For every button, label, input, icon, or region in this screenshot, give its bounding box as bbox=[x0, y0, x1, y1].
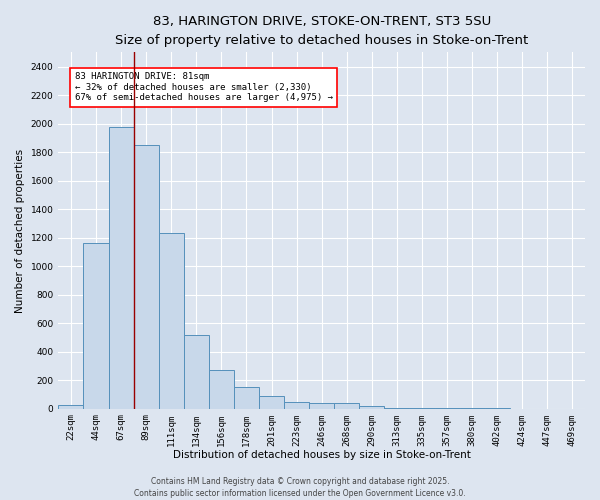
Bar bbox=[58, 405, 83, 408]
Text: 83 HARINGTON DRIVE: 81sqm
← 32% of detached houses are smaller (2,330)
67% of se: 83 HARINGTON DRIVE: 81sqm ← 32% of detac… bbox=[75, 72, 333, 102]
Title: 83, HARINGTON DRIVE, STOKE-ON-TRENT, ST3 5SU
Size of property relative to detach: 83, HARINGTON DRIVE, STOKE-ON-TRENT, ST3… bbox=[115, 15, 529, 47]
Text: Contains HM Land Registry data © Crown copyright and database right 2025.
Contai: Contains HM Land Registry data © Crown c… bbox=[134, 476, 466, 498]
Bar bbox=[259, 396, 284, 408]
Bar bbox=[134, 145, 159, 408]
Bar bbox=[184, 334, 209, 408]
Y-axis label: Number of detached properties: Number of detached properties bbox=[15, 148, 25, 312]
Bar bbox=[109, 127, 134, 408]
Bar bbox=[209, 370, 234, 408]
X-axis label: Distribution of detached houses by size in Stoke-on-Trent: Distribution of detached houses by size … bbox=[173, 450, 470, 460]
Bar bbox=[309, 403, 334, 408]
Bar bbox=[234, 386, 259, 408]
Bar bbox=[159, 234, 184, 408]
Bar bbox=[83, 244, 109, 408]
Bar bbox=[334, 403, 359, 408]
Bar bbox=[284, 402, 309, 408]
Bar bbox=[359, 406, 385, 408]
